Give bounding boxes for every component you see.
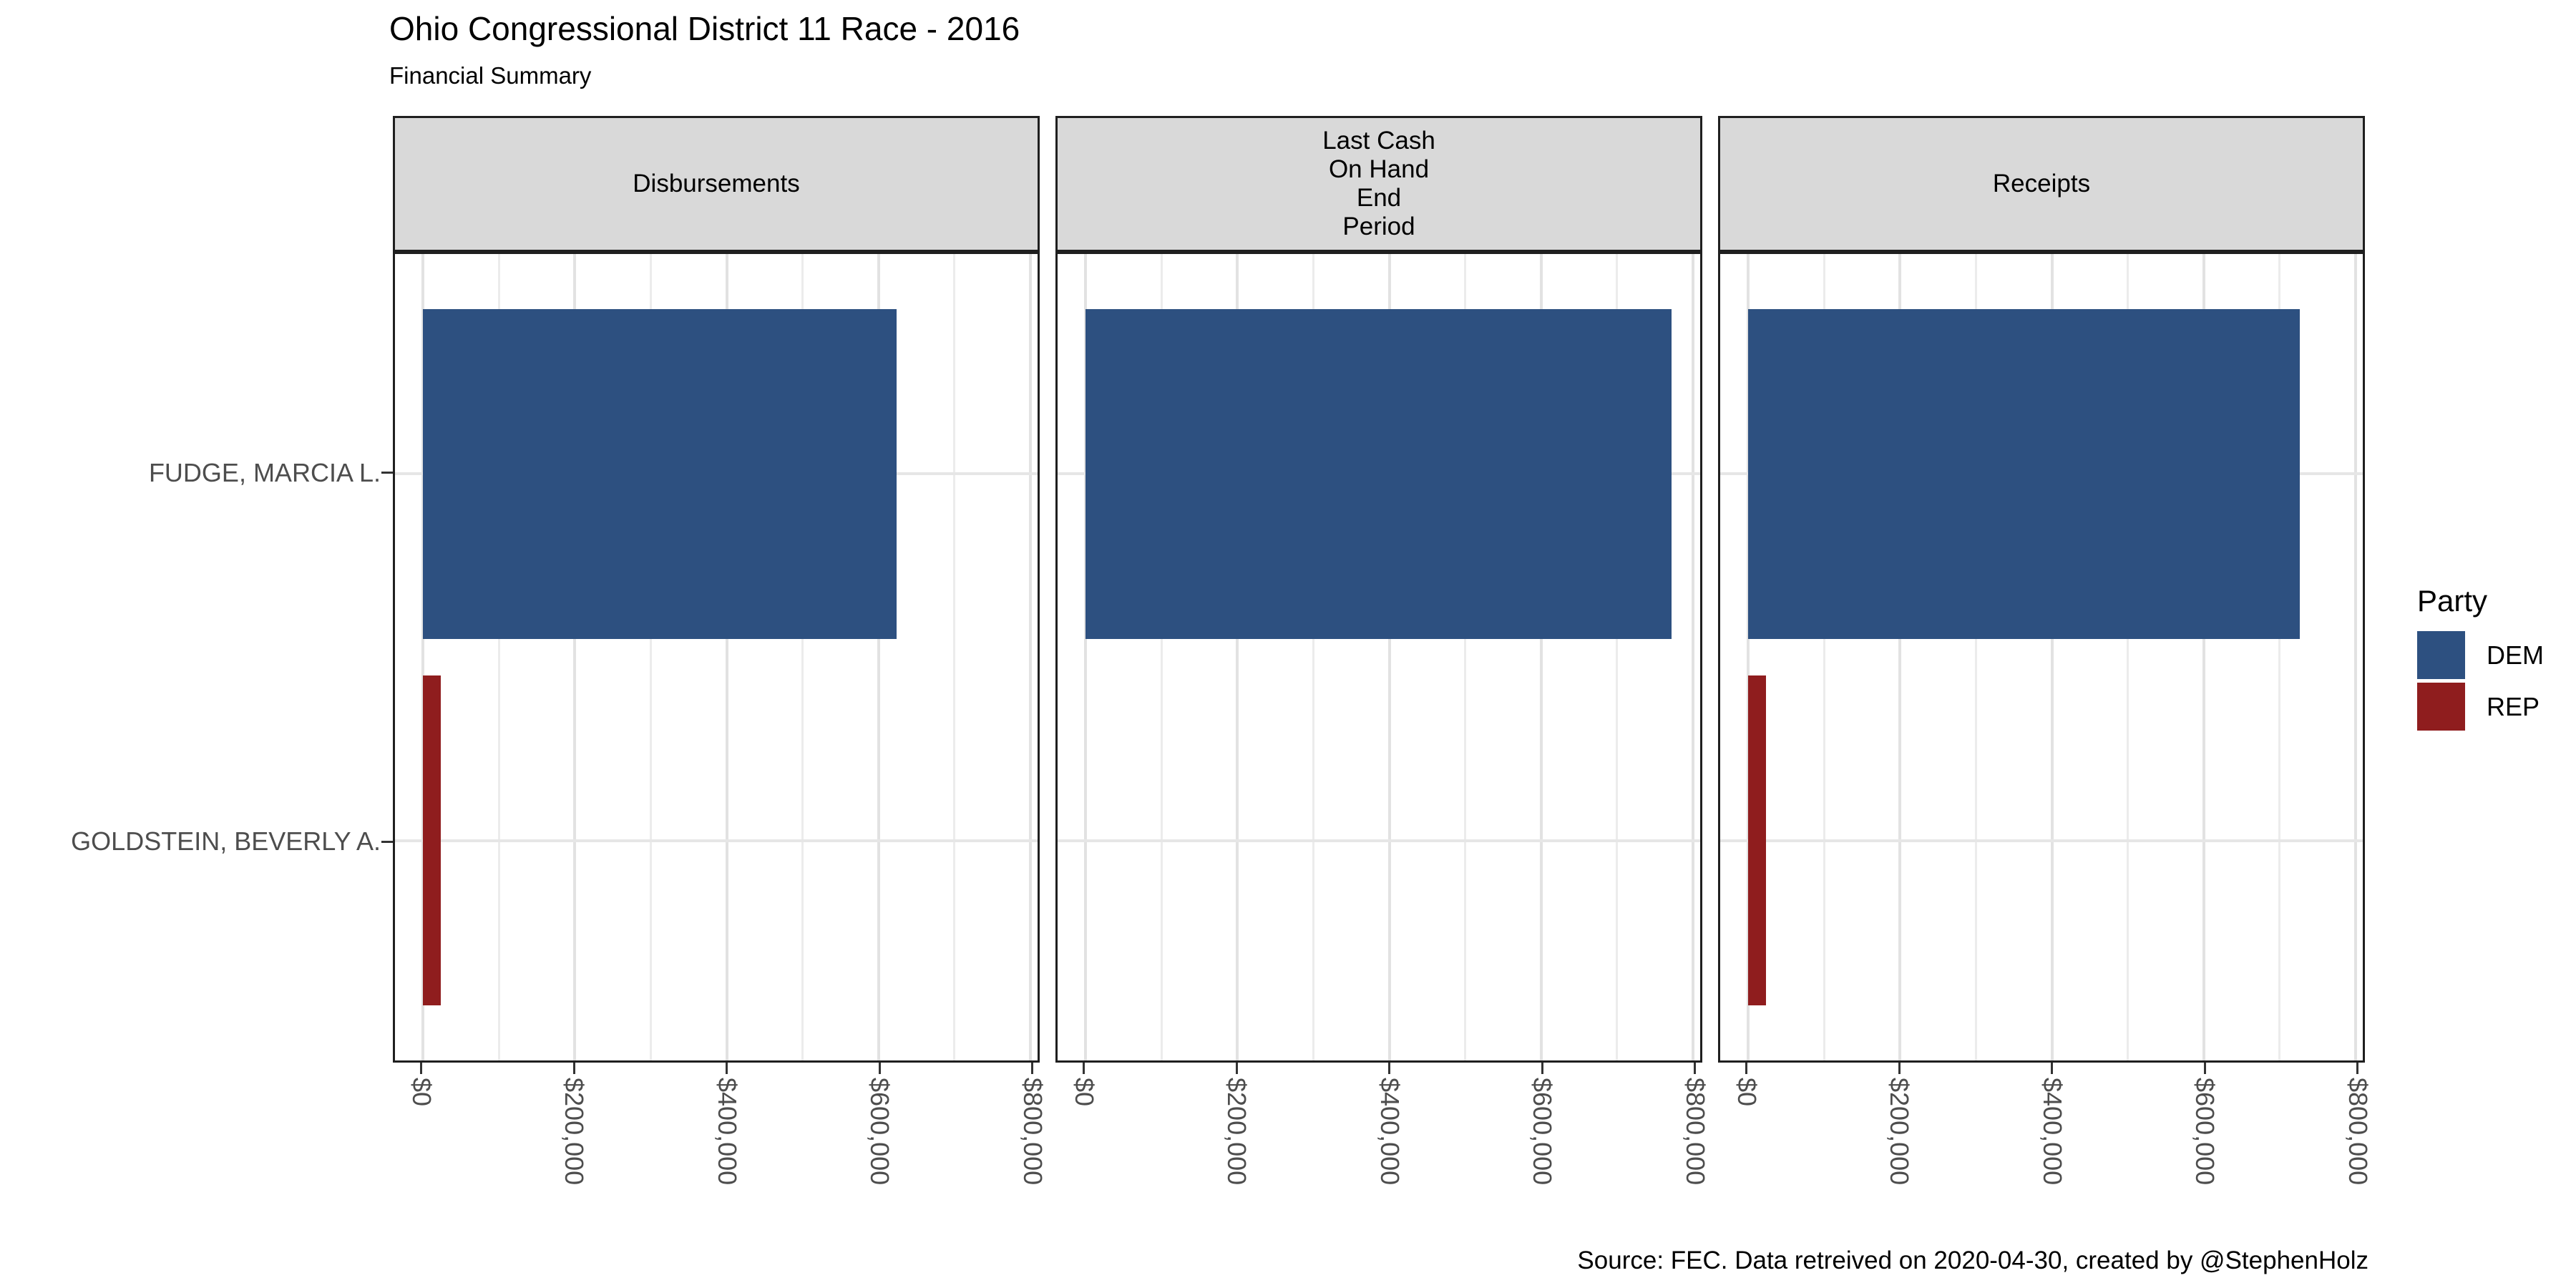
gridline-minor bbox=[953, 254, 956, 1060]
x-tick-mark bbox=[1388, 1063, 1391, 1074]
x-tick-mark bbox=[1898, 1063, 1901, 1074]
gridline-major bbox=[1691, 254, 1694, 1060]
x-tick-mark bbox=[2203, 1063, 2206, 1074]
x-tick-label: $600,000 bbox=[865, 1078, 895, 1186]
x-tick-mark bbox=[2356, 1063, 2359, 1074]
legend-entry-label: DEM bbox=[2487, 640, 2544, 670]
gridline-major bbox=[1028, 254, 1032, 1060]
bar-dem bbox=[1085, 308, 1672, 639]
gridline-major bbox=[2202, 254, 2205, 1060]
x-tick-label: $800,000 bbox=[1018, 1078, 1048, 1186]
gridline-minor bbox=[497, 254, 500, 1060]
gridline-minor bbox=[650, 254, 652, 1060]
x-tick-mark bbox=[1083, 1063, 1085, 1074]
facet-strip-label: Receipts bbox=[1992, 170, 2091, 197]
chart-subtitle: Financial Summary bbox=[389, 62, 592, 89]
x-tick-mark bbox=[878, 1063, 881, 1074]
y-tick-mark bbox=[381, 840, 393, 843]
gridline-major bbox=[1387, 254, 1391, 1060]
bar-rep bbox=[1748, 675, 1766, 1006]
bar-rep bbox=[423, 675, 441, 1006]
gridline-major bbox=[2353, 254, 2357, 1060]
legend-title: Party bbox=[2417, 584, 2488, 618]
legend-entry: REP bbox=[2417, 683, 2544, 731]
y-tick-mark bbox=[381, 472, 393, 474]
x-tick-label: $0 bbox=[1069, 1078, 1099, 1107]
y-axis-label: FUDGE, MARCIA L. bbox=[148, 457, 381, 487]
x-tick-label: $600,000 bbox=[1528, 1078, 1558, 1186]
legend-entry: DEM bbox=[2417, 631, 2544, 679]
gridline-major bbox=[877, 254, 880, 1060]
x-tick-mark bbox=[420, 1063, 422, 1074]
x-tick-label: $800,000 bbox=[2343, 1078, 2373, 1186]
x-tick-mark bbox=[1235, 1063, 1238, 1074]
gridline-major bbox=[573, 254, 577, 1060]
x-tick-label: $0 bbox=[406, 1078, 436, 1107]
x-tick-mark bbox=[2051, 1063, 2054, 1074]
gridline-major bbox=[1539, 254, 1543, 1060]
gridline-major bbox=[421, 254, 425, 1060]
gridline-horizontal bbox=[1720, 839, 2363, 842]
gridline-minor bbox=[2127, 254, 2129, 1060]
gridline-horizontal bbox=[1058, 839, 1700, 842]
legend-entry-label: REP bbox=[2487, 691, 2540, 721]
facet-strip: Last Cash On Hand End Period bbox=[1055, 116, 1702, 252]
gridline-major bbox=[1747, 254, 1750, 1060]
legend-entries: DEM REP bbox=[2417, 631, 2544, 731]
x-tick-label: $600,000 bbox=[2190, 1078, 2220, 1186]
x-tick-label: $200,000 bbox=[1222, 1078, 1252, 1186]
gridline-minor bbox=[1312, 254, 1314, 1060]
gridline-major bbox=[1236, 254, 1239, 1060]
gridline-minor bbox=[1823, 254, 1825, 1060]
x-tick-label: $800,000 bbox=[1680, 1078, 1710, 1186]
x-tick-label: $400,000 bbox=[1375, 1078, 1405, 1186]
gridline-minor bbox=[1160, 254, 1163, 1060]
x-tick-label: $200,000 bbox=[1885, 1078, 1915, 1186]
gridline-minor bbox=[2278, 254, 2281, 1060]
x-tick-label: $200,000 bbox=[560, 1078, 590, 1186]
x-tick-mark bbox=[726, 1063, 728, 1074]
chart-title: Ohio Congressional District 11 Race - 20… bbox=[389, 10, 1020, 47]
gridline-horizontal bbox=[395, 839, 1038, 842]
gridline-major bbox=[1084, 254, 1088, 1060]
x-tick-mark bbox=[572, 1063, 575, 1074]
bar-dem bbox=[1748, 308, 2301, 639]
gridline-major bbox=[725, 254, 728, 1060]
facet-strip-label: Disbursements bbox=[633, 170, 800, 197]
x-tick-mark bbox=[1541, 1063, 1543, 1074]
gridline-minor bbox=[1616, 254, 1619, 1060]
bar-dem bbox=[423, 308, 897, 639]
panel bbox=[393, 252, 1040, 1063]
facet-strip: Receipts bbox=[1718, 116, 2365, 252]
legend: Party DEM REP bbox=[2417, 584, 2544, 734]
x-tick-mark bbox=[1031, 1063, 1034, 1074]
x-tick-label: $0 bbox=[1732, 1078, 1762, 1107]
x-tick-mark bbox=[1745, 1063, 1747, 1074]
gridline-minor bbox=[1975, 254, 1977, 1060]
caption: Source: FEC. Data retreived on 2020-04-3… bbox=[1577, 1246, 2368, 1274]
gridline-major bbox=[1898, 254, 1902, 1060]
x-tick-label: $400,000 bbox=[712, 1078, 742, 1186]
panel bbox=[1055, 252, 1702, 1063]
gridline-major bbox=[2050, 254, 2054, 1060]
legend-key-dem bbox=[2417, 631, 2465, 679]
y-axis-label: GOLDSTEIN, BEVERLY A. bbox=[71, 826, 381, 857]
legend-key-rep bbox=[2417, 683, 2465, 731]
x-tick-label: $400,000 bbox=[2037, 1078, 2067, 1186]
gridline-minor bbox=[801, 254, 804, 1060]
panel bbox=[1718, 252, 2365, 1063]
facet-strip-label: Last Cash On Hand End Period bbox=[1322, 127, 1435, 240]
facet-strip: Disbursements bbox=[393, 116, 1040, 252]
gridline-minor bbox=[1464, 254, 1467, 1060]
x-tick-mark bbox=[1694, 1063, 1697, 1074]
